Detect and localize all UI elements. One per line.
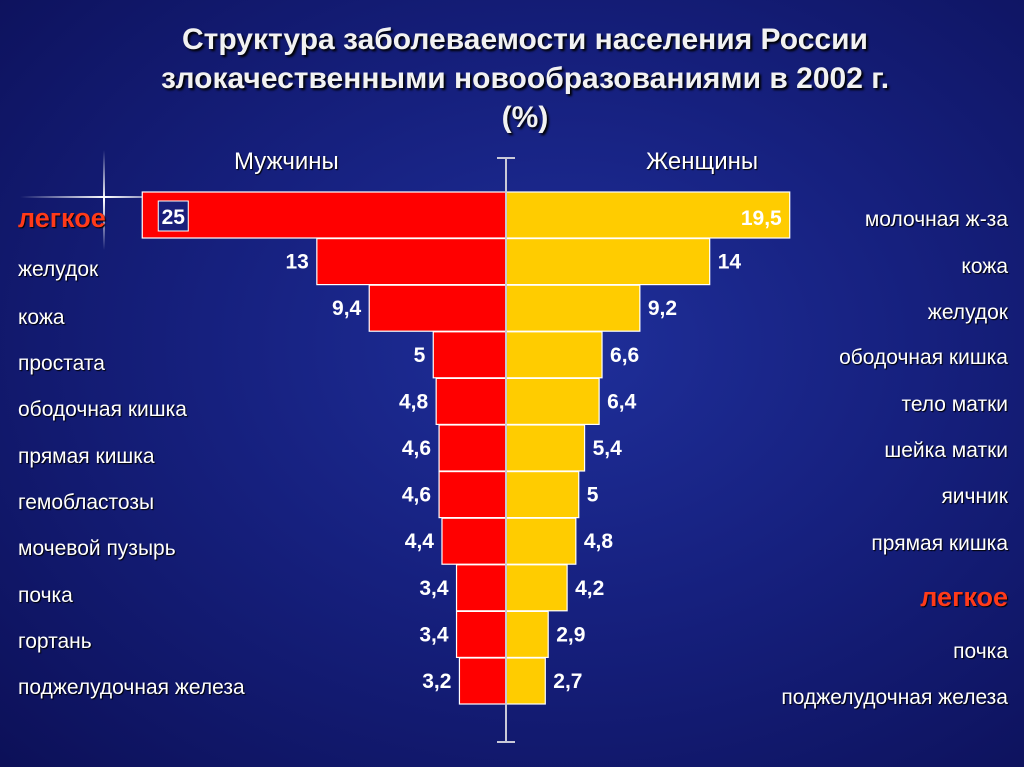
- men-category-label: простата: [18, 352, 105, 375]
- men-category-label: желудок: [18, 258, 99, 281]
- men-value-label: 4,4: [405, 530, 435, 553]
- women-bar: [505, 377, 600, 425]
- women-value-label: 14: [718, 251, 742, 274]
- women-value-label: 5: [587, 484, 599, 507]
- women-value-label: 5,4: [593, 437, 623, 460]
- women-bar: [505, 517, 577, 565]
- men-bar: [435, 377, 507, 425]
- men-bar: [455, 564, 507, 612]
- men-bar: [432, 331, 507, 379]
- men-category-label: гортань: [18, 630, 92, 653]
- women-category-label: шейка матки: [884, 439, 1008, 462]
- men-bar: [458, 657, 507, 705]
- women-value-label: 4,8: [584, 530, 614, 553]
- women-bar: [505, 424, 586, 472]
- men-value-label: 3,4: [419, 577, 449, 600]
- men-bar: [455, 610, 507, 659]
- men-bar: [368, 284, 507, 332]
- men-value-label: 25: [162, 206, 186, 229]
- women-category-label: кожа: [961, 255, 1008, 278]
- value-label-box: [157, 200, 189, 232]
- men-header: Мужчины: [234, 148, 339, 175]
- men-bar: [141, 191, 507, 239]
- women-category-label: прямая кишка: [871, 532, 1008, 555]
- men-bar: [441, 517, 507, 565]
- men-category-label: почка: [18, 584, 73, 607]
- men-value-label: 3,2: [422, 670, 451, 693]
- men-value-label: 5: [414, 344, 426, 367]
- men-value-label: 4,6: [402, 437, 431, 460]
- men-value-label: 4,8: [399, 390, 429, 413]
- title-line-2: злокачественными новообразованиями в 200…: [160, 62, 890, 95]
- women-value-label: 19,5: [741, 207, 782, 230]
- women-bar: [505, 471, 580, 519]
- title-line-3: (%): [501, 101, 549, 134]
- men-category-label: поджелудочная железа: [18, 676, 245, 699]
- women-header: Женщины: [646, 148, 759, 175]
- women-bar: [505, 657, 546, 705]
- men-category-label: прямая кишка: [18, 445, 155, 468]
- title-line-1: Структура заболеваемости населения Росси…: [182, 23, 868, 56]
- women-value-label: 2,7: [553, 670, 582, 693]
- men-bar: [438, 471, 507, 519]
- men-value-label: 3,4: [419, 623, 449, 646]
- women-category-label: яичник: [941, 485, 1008, 508]
- women-category-label: почка: [953, 640, 1008, 663]
- women-category-label: ободочная кишка: [839, 346, 1008, 369]
- men-value-label: 9,4: [332, 297, 362, 320]
- women-category-label: молочная ж-за: [864, 208, 1008, 231]
- women-bar: [505, 331, 603, 379]
- women-bar: [505, 284, 641, 332]
- women-value-label: 6,6: [610, 344, 639, 367]
- women-value-label: 2,9: [556, 623, 585, 646]
- men-bar: [316, 238, 507, 286]
- men-value-label: 13: [285, 251, 308, 274]
- women-value-label: 6,4: [607, 390, 637, 413]
- sparkle-decoration: [103, 150, 105, 250]
- men-category-label: мочевой пузырь: [18, 537, 176, 560]
- men-category-label: легкое: [18, 203, 106, 233]
- women-value-label: 9,2: [648, 297, 677, 320]
- women-bar: [505, 610, 549, 659]
- women-category-label: желудок: [927, 301, 1008, 324]
- women-value-label: 4,2: [575, 577, 604, 600]
- women-category-label: легкое: [920, 582, 1008, 612]
- men-category-label: ободочная кишка: [18, 398, 187, 421]
- women-bar: [505, 564, 568, 612]
- men-category-label: гемобластозы: [18, 491, 155, 514]
- women-category-label: поджелудочная железа: [781, 686, 1008, 709]
- men-bar: [438, 424, 507, 472]
- sparkle-decoration: [20, 196, 190, 198]
- men-category-label: кожа: [18, 306, 65, 329]
- women-bar: [505, 238, 711, 286]
- women-category-label: тело матки: [901, 393, 1008, 416]
- chart-title: Структура заболеваемости населения Росси…: [110, 20, 940, 137]
- men-value-label: 4,6: [402, 484, 431, 507]
